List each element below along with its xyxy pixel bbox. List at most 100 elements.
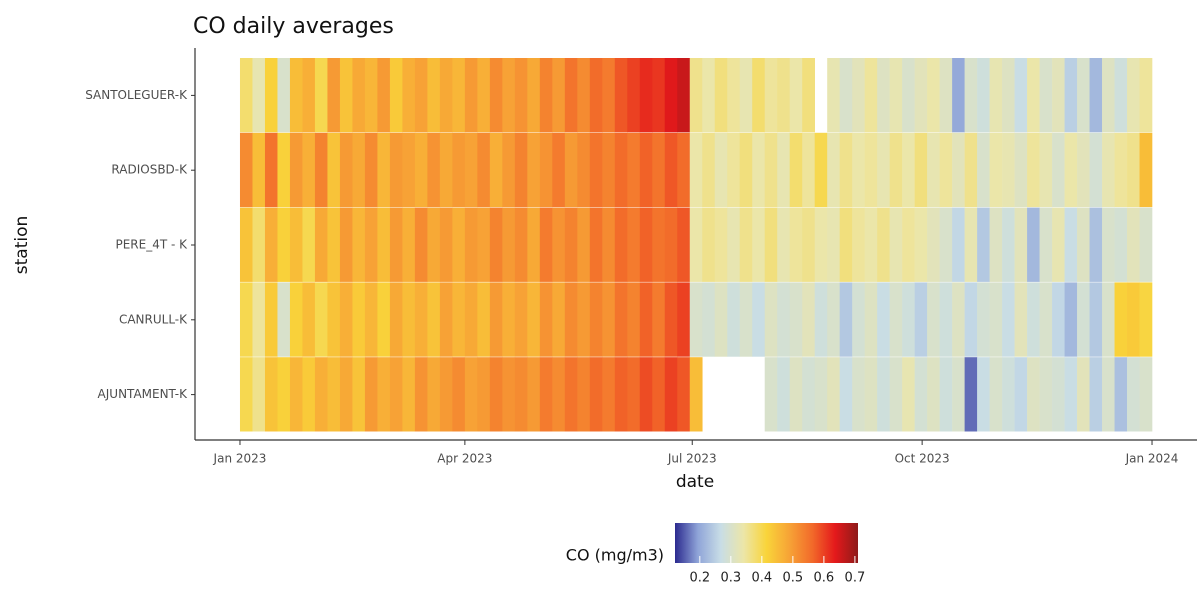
y-tick-label: SANTOLEGUER-K [85,88,188,102]
heat-tile [1002,207,1015,282]
heat-tile [564,357,578,432]
heat-tile [1014,132,1028,208]
heat-tile [764,282,778,357]
heat-tile [564,132,578,208]
heat-tile [302,132,316,208]
heat-tile [964,357,978,432]
heat-tile [1102,58,1115,133]
heat-tile [302,207,316,282]
heat-tile [1039,58,1053,133]
heat-tile [527,282,541,357]
heat-tile [1014,58,1028,133]
heat-tile [1077,357,1090,432]
heat-tile [789,357,803,432]
heat-tile [577,58,591,133]
heat-tile [464,282,478,357]
heat-tile [427,207,441,282]
heat-tile [589,132,603,208]
heat-tile [1014,357,1028,432]
heat-tile [764,357,778,432]
heat-tile [1027,132,1040,208]
heat-tile [739,282,753,357]
colorbar-tick-label: 0.7 [845,571,866,586]
heat-tile [627,58,641,133]
heat-tile [864,282,878,357]
heat-tile [702,132,716,208]
heat-tile [252,207,266,282]
heat-tile [964,58,978,133]
heat-tile [814,207,828,282]
colorbar-tick-label: 0.4 [752,571,773,586]
heatmap-tiles [239,58,1153,432]
heat-tile [502,282,516,357]
heat-tile [464,58,478,133]
heat-tile [414,58,428,133]
heat-tile [1039,357,1053,432]
heat-tile [327,207,341,282]
heat-tile [977,132,990,208]
heat-tile [752,58,766,133]
heat-tile [402,132,416,208]
heat-tile [639,58,653,133]
heat-tile [477,282,491,357]
heat-tile [1064,132,1078,208]
heat-tile [477,357,491,432]
heat-tile [564,58,578,133]
heat-tile [752,132,766,208]
heat-tile [839,282,853,357]
heat-tile [277,58,291,133]
heat-tile [1127,282,1140,357]
heat-tile [889,357,903,432]
heat-tile [564,207,578,282]
heat-tile [439,282,453,357]
heat-tile [1089,357,1103,432]
x-axis-title: date [676,472,714,492]
heat-tile [602,282,616,357]
heat-tile [1052,282,1065,357]
heat-tile [752,207,766,282]
heat-tile [514,58,528,133]
heat-tile [602,132,616,208]
heat-tile [614,357,628,432]
heat-tile [864,357,878,432]
heat-tile [614,58,628,133]
heat-tile [1014,207,1028,282]
heat-tile [852,282,865,357]
heat-tile [1027,357,1040,432]
heat-tile [277,357,291,432]
heat-tile [414,282,428,357]
heat-tile [1027,58,1040,133]
heat-tile [964,132,978,208]
heat-tile [239,207,253,282]
y-tick-label: RADIOSBD-K [111,163,188,177]
heat-tile [864,207,878,282]
heat-tile [402,58,416,133]
heat-tile [927,282,940,357]
heat-tile [777,282,791,357]
heat-tile [952,58,965,133]
heat-tile [814,357,828,432]
heat-tile [239,282,253,357]
heat-tile [852,207,865,282]
heat-tile [289,207,303,282]
heat-tile [677,282,691,357]
heat-tile [989,58,1003,133]
heat-tile [652,282,666,357]
heat-tile [1039,282,1053,357]
heat-tile [677,207,691,282]
heat-tile [914,132,928,208]
heat-tile [864,132,878,208]
heat-tile [1052,207,1065,282]
heat-tile [714,132,728,208]
heat-tile [427,132,441,208]
heat-tile [639,207,653,282]
heat-tile [877,357,890,432]
heat-tile [477,58,491,133]
heat-tile [514,132,528,208]
heat-tile [464,207,478,282]
heat-tile [627,357,641,432]
heat-tile [852,58,865,133]
y-tick-label: AJUNTAMENT-K [98,387,189,401]
heat-tile [977,357,990,432]
y-tick-label: CANRULL-K [119,312,188,326]
